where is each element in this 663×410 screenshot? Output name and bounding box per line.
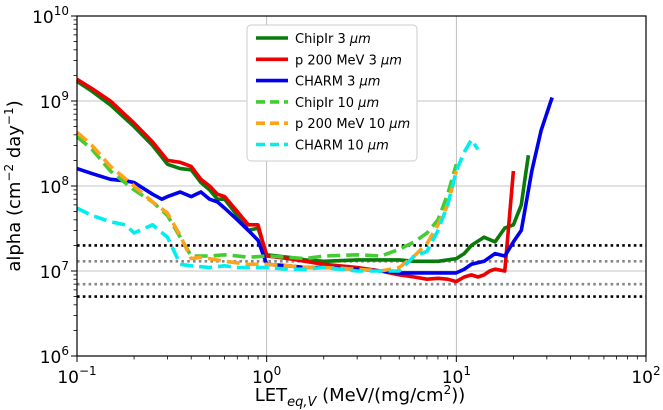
x-axis-label: LETeq,V (MeV/(mg/cm2)) [255,383,466,410]
y-tick-label: 1010 [32,4,69,28]
x-tick-label: 101 [442,364,471,388]
legend-label: ChipIr 3 μm [295,32,371,47]
legend-label: CHARM 10 μm [295,139,389,154]
y-tick-label: 108 [40,174,69,198]
y-axis-label: alpha (cm−2 day−1) [2,100,25,271]
axis-ticks: 10−1 100 101 102 106 107 108 109 1010 [32,4,661,388]
x-tick-label: 102 [631,364,660,388]
y-tick-label: 109 [40,89,69,113]
legend-label: p 200 MeV 3 μm [295,53,402,68]
x-tick-label: 100 [252,364,281,388]
y-tick-label: 106 [40,344,69,368]
y-tick-label: 107 [40,259,69,283]
legend: ChipIr 3 μm p 200 MeV 3 μm CHARM 3 μm ChipI… [246,24,418,162]
legend-box [246,24,418,162]
legend-label: CHARM 3 μm [295,75,380,90]
legend-label: ChipIr 10 μm [295,96,379,111]
x-tick-label: 10−1 [57,364,96,388]
legend-label: p 200 MeV 10 μm [295,117,410,132]
series-line [76,77,516,284]
series-lines [75,77,554,284]
series-line [76,138,480,273]
